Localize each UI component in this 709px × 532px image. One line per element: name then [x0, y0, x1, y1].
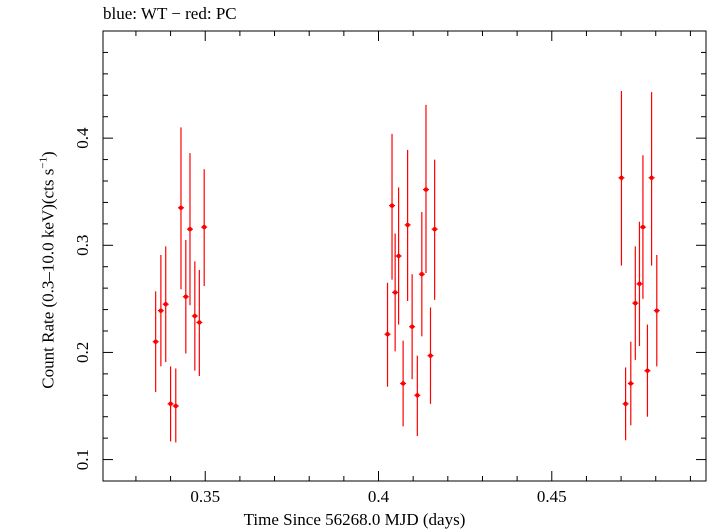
data-point	[396, 253, 401, 259]
y-tick-label: 0.2	[73, 342, 92, 363]
data-point	[385, 332, 390, 337]
data-point	[432, 227, 437, 232]
y-tick-label: 0.3	[73, 235, 92, 256]
x-tick-label: 0.35	[190, 487, 220, 506]
data-point	[201, 224, 207, 230]
x-axis-label: Time Since 56268.0 MJD (days)	[243, 510, 466, 529]
x-tick-label: 0.45	[537, 487, 567, 506]
data-point	[168, 401, 173, 407]
data-point	[400, 381, 406, 386]
chart-title: blue: WT − red: PC	[103, 4, 237, 23]
data-point	[187, 227, 193, 232]
data-point	[178, 205, 184, 210]
data-point	[192, 313, 198, 319]
data-point	[389, 203, 395, 208]
data-point	[419, 272, 425, 277]
data-point	[623, 401, 628, 407]
data-point	[628, 381, 633, 386]
y-tick-label: 0.1	[73, 449, 92, 470]
data-point	[197, 320, 202, 325]
y-axis-label-main: Count Rate (0.3–10.0 keV)(cts s	[38, 168, 58, 389]
data-point	[428, 353, 433, 358]
data-points	[152, 91, 660, 443]
x-tick-label: 0.4	[368, 487, 390, 506]
data-point	[619, 175, 624, 180]
data-point	[158, 308, 164, 313]
data-point	[637, 281, 642, 287]
data-point	[640, 224, 646, 230]
data-point	[633, 300, 638, 306]
plot-frame	[102, 30, 707, 482]
data-point	[183, 294, 189, 299]
y-axis-label-close: )	[38, 151, 58, 157]
data-point	[649, 175, 654, 180]
data-point	[409, 324, 415, 329]
data-point	[423, 187, 429, 192]
data-point	[415, 393, 420, 398]
axis-ticks	[103, 30, 706, 482]
y-tick-label: 0.4	[73, 127, 92, 149]
y-axis-label: Count Rate (0.3–10.0 keV)(cts s−1)	[38, 151, 59, 388]
y-axis-label-superscript: −1	[37, 156, 50, 169]
data-point	[163, 302, 168, 307]
data-point	[173, 403, 178, 409]
data-point	[405, 222, 410, 228]
data-point	[645, 368, 650, 373]
data-point	[153, 339, 158, 344]
data-point	[654, 308, 659, 313]
data-point	[392, 290, 398, 295]
axis-tick-labels: 0.35 0.4 0.45 0.1 0.2 0.3 0.4	[73, 127, 567, 506]
